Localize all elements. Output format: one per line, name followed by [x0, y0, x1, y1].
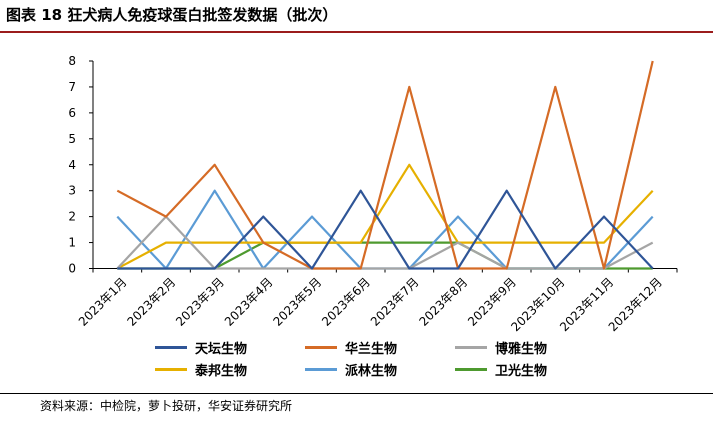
legend-label: 派林生物 [345, 364, 398, 379]
series-line [117, 241, 653, 270]
legend-label: 卫光生物 [495, 364, 548, 379]
legend-item: 博雅生物 [455, 338, 547, 357]
x-tick-label: 2023年1月 [76, 275, 130, 329]
legend-item: 派林生物 [305, 360, 397, 379]
y-tick-label: 4 [68, 158, 76, 172]
legend-label: 天坛生物 [195, 342, 248, 357]
chart-title: 图表 18 狂犬病人免疫球蛋白批签发数据（批次） [6, 6, 338, 24]
legend-swatch [155, 368, 187, 371]
x-tick-label: 2023年8月 [416, 275, 470, 329]
y-tick-label: 0 [68, 262, 76, 276]
y-tick-label: 5 [68, 132, 76, 146]
legend-label: 华兰生物 [345, 342, 398, 357]
legend-label: 泰邦生物 [195, 364, 248, 379]
x-tick-label: 2023年6月 [319, 275, 373, 329]
x-tick-label: 2023年7月 [368, 275, 422, 329]
legend-swatch [305, 368, 337, 371]
y-tick-label: 8 [68, 54, 76, 68]
x-tick-label: 2023年3月 [173, 275, 227, 329]
legend-label: 博雅生物 [495, 342, 548, 357]
legend-swatch [455, 368, 487, 371]
line-chart: 0123456782023年1月2023年2月2023年3月2023年4月202… [68, 54, 678, 334]
axes: 0123456782023年1月2023年2月2023年3月2023年4月202… [68, 54, 678, 334]
y-tick-label: 6 [68, 106, 76, 120]
y-tick-label: 7 [68, 80, 76, 94]
series-line [116, 215, 654, 270]
legend-item: 泰邦生物 [155, 360, 247, 379]
legend-item: 华兰生物 [305, 338, 397, 357]
legend-item: 卫光生物 [455, 360, 547, 379]
source-divider [0, 393, 713, 394]
source-note: 资料来源：中检院，萝卜投研，华安证券研究所 [40, 399, 293, 413]
y-tick-label: 1 [68, 236, 76, 250]
legend-swatch [455, 346, 487, 349]
x-tick-label: 2023年2月 [124, 275, 178, 329]
legend-swatch [155, 346, 187, 349]
y-tick-label: 3 [68, 184, 76, 198]
series-line [117, 189, 654, 270]
title-underline [0, 31, 713, 33]
series-line [116, 163, 654, 270]
x-tick-label: 2023年5月 [270, 275, 324, 329]
x-tick-label: 2023年4月 [222, 275, 276, 329]
legend-swatch [305, 346, 337, 349]
series-line [116, 60, 654, 270]
y-tick-label: 2 [68, 210, 76, 224]
series-layer [116, 60, 654, 270]
legend-item: 天坛生物 [155, 338, 247, 357]
